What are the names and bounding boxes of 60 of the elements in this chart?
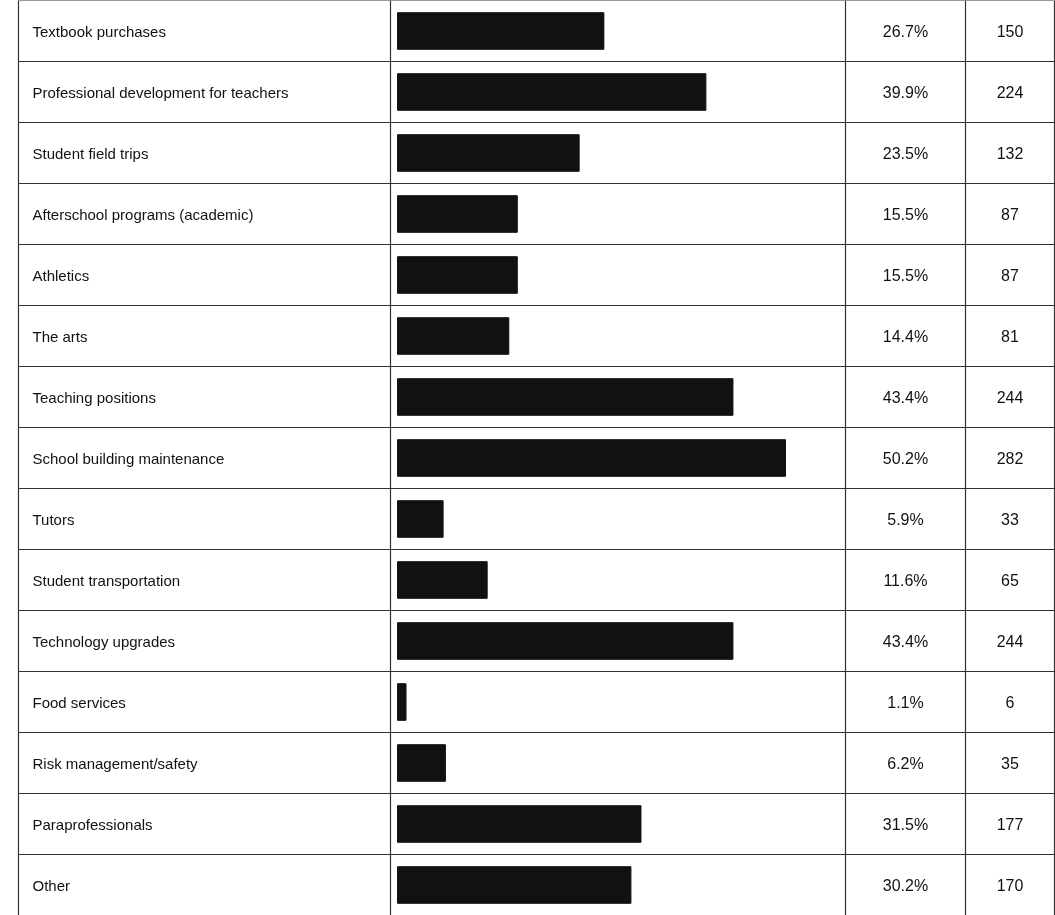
data-label: 26.7% [882, 22, 929, 40]
bar [397, 683, 407, 721]
y-tick-label: Teaching positions [32, 388, 156, 406]
bar [397, 378, 734, 416]
data-label: 30.2% [882, 876, 929, 894]
y-tick-label: Food services [32, 693, 126, 711]
data-label: 31.5% [882, 815, 929, 833]
bar [397, 439, 786, 477]
data-label: 1.1% [887, 693, 924, 711]
y-tick-label: Afterschool programs (academic) [32, 205, 254, 223]
text: 244 [996, 633, 1024, 650]
bar [397, 134, 580, 172]
y-tick-label: Textbook purchases [32, 22, 166, 40]
y-tick-label: The arts [32, 327, 88, 345]
bar [397, 195, 518, 233]
data-label: 15.5% [882, 205, 929, 223]
bar [397, 622, 734, 660]
text: 6 [1005, 694, 1015, 711]
y-tick-label: Tutors [32, 510, 75, 528]
data-label: 15.5% [882, 266, 929, 284]
y-tick-label: Paraprofessionals [32, 815, 153, 833]
y-tick-label: Student transportation [32, 571, 181, 589]
text: 87 [1001, 206, 1019, 223]
text: 177 [996, 816, 1024, 833]
data-label: 11.6% [883, 571, 928, 589]
bar [397, 317, 510, 355]
bar [397, 256, 518, 294]
text: 170 [996, 877, 1024, 894]
bar [397, 866, 632, 904]
data-label: 50.2% [882, 449, 929, 467]
y-tick-label: School building maintenance [32, 449, 225, 467]
text: 282 [996, 450, 1024, 467]
y-tick-label: Student field trips [32, 144, 149, 162]
bar [397, 805, 642, 843]
y-tick-label: Technology upgrades [32, 632, 176, 650]
data-label: 43.4% [882, 632, 929, 650]
bar [397, 12, 605, 50]
bar [397, 500, 444, 538]
y-tick-label: Risk management/safety [32, 754, 199, 772]
text: 244 [996, 389, 1024, 406]
bar [397, 73, 707, 111]
text: 87 [1001, 267, 1019, 284]
bar [397, 744, 446, 782]
text: 132 [996, 145, 1024, 162]
data-label: 43.4% [882, 388, 929, 406]
text: 35 [1001, 755, 1019, 772]
bar [397, 561, 488, 599]
data-label: 14.4% [882, 327, 929, 345]
data-label: 5.9% [887, 510, 924, 528]
text: 224 [996, 84, 1024, 101]
y-tick-label: Athletics [32, 266, 90, 284]
data-label: 6.2% [887, 754, 924, 772]
text: 65 [1001, 572, 1019, 589]
y-tick-label: Professional development for teachers [32, 83, 289, 101]
data-label: 39.9% [882, 83, 929, 101]
text: 81 [1001, 328, 1019, 345]
data-label: 23.5% [882, 144, 929, 162]
y-tick-label: Other [32, 876, 71, 894]
text: 150 [996, 23, 1024, 40]
text: 33 [1001, 511, 1019, 528]
